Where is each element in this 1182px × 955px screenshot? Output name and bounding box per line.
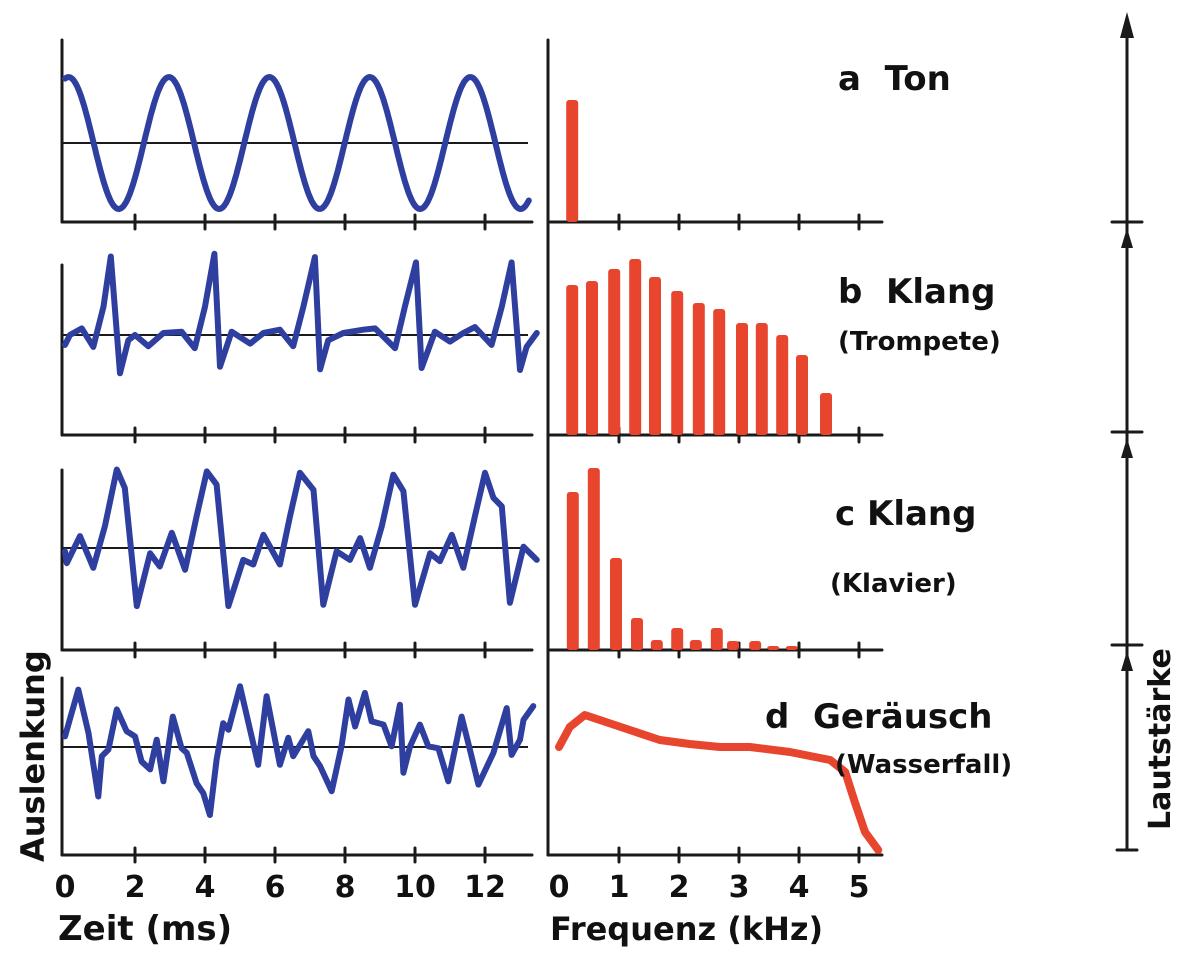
waveform-a [62,74,532,212]
time-tick-label: 10 [394,870,436,905]
labels: a Ton b Klang (Trompete) c Klang (Klavie… [14,59,1178,949]
freq-tick-label: 4 [789,870,810,905]
spectrum-bar-a [566,100,579,222]
freq-tick-label: 1 [609,870,630,905]
panel-d-subtitle: (Wasserfall) [835,750,1012,780]
spectrum-bar-c [671,628,684,650]
spectrum-bar-b [796,355,808,435]
time-tick-label: 12 [464,870,506,905]
spectrum-bar-c [587,468,600,650]
panel-c-title: c Klang [835,494,976,534]
time-axis-label: Zeit (ms) [58,909,232,949]
spectrum-bar-c [610,558,622,650]
amplitude-axis-label: Auslenkung [14,650,52,862]
time-tick-label: 8 [335,870,356,905]
spectrum-bar-c [727,641,739,650]
spectrum-bar-b [566,285,579,435]
spectrum-bar-b [776,335,789,435]
spectrum-bar-c [689,640,702,650]
arrow-up-icon [1121,228,1133,248]
spectrum-bar-c [767,646,780,650]
spectrum-bar-c [650,640,663,650]
freq-tick-label: 2 [669,870,690,905]
waveform-c [62,466,540,610]
time-tick-label: 0 [55,870,76,905]
spectrum-bar-c [785,646,798,650]
panel-d-title: d Geräusch [765,697,993,737]
freq-tick-label: 5 [849,870,870,905]
spectrum-bar-b [713,309,726,435]
spectrum-bar-c [631,618,643,650]
marks [62,74,883,854]
waveform-b [62,250,540,377]
panel-a-title: a Ton [838,59,951,99]
spectrum-curve-d [555,711,883,854]
time-tick-label: 2 [125,870,146,905]
spectrum-bar-b [736,323,748,435]
spectrum-bar-b [586,281,598,435]
freq-tick-label: 0 [549,870,570,905]
spectrum-bar-b [608,269,621,435]
arrow-up-icon [1121,651,1133,671]
spectrum-bar-b [629,259,642,435]
spectrum-bar-b [755,323,768,435]
spectrum-bar-b [671,291,684,435]
waveform-d [62,683,537,818]
panel-c-subtitle: (Klavier) [830,569,957,599]
spectrum-bar-c [566,492,579,650]
spectrum-bar-b [649,277,661,435]
time-tick-label: 4 [195,870,216,905]
spectrum-bar-b [692,303,705,435]
arrow-up-icon [1121,438,1133,458]
panel-b-subtitle: (Trompete) [838,327,1001,357]
loudness-axis-label: Lautstärke [1143,648,1178,830]
freq-axis-label: Frequenz (kHz) [550,910,823,948]
freq-tick-label: 3 [729,870,750,905]
spectrum-bar-c [749,641,762,650]
spectrum-bar-b [820,393,832,435]
arrow-up-icon [1120,12,1134,38]
spectrum-bar-c [710,628,723,650]
time-tick-label: 6 [265,870,286,905]
panel-b-title: b Klang [838,272,996,312]
